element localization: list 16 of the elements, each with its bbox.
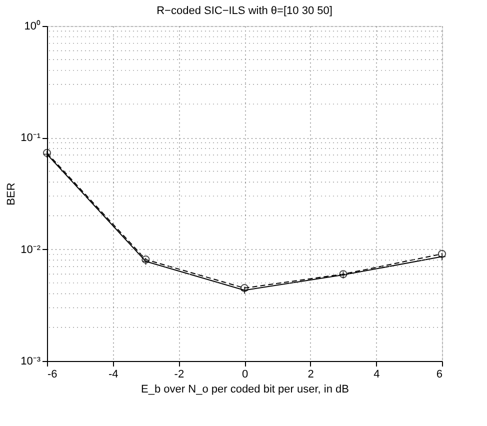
- x-tick-label: -2: [174, 368, 184, 380]
- y-tick-label: 10⁻²: [20, 244, 41, 256]
- x-tick-label: 6: [436, 368, 442, 380]
- y-tick-label: 10⁻³: [20, 356, 41, 368]
- x-tick-label: -6: [48, 368, 58, 380]
- x-tick-label: 0: [242, 368, 248, 380]
- x-tick-label: -4: [108, 368, 118, 380]
- x-tick-label: 2: [308, 368, 314, 380]
- y-tick-label: 10⁻¹: [20, 132, 41, 144]
- x-axis-title: E_b over N_o per coded bit per user, in dB: [141, 384, 349, 396]
- chart-title: R−coded SIC−ILS with θ=[10 30 50]: [156, 5, 332, 17]
- y-tick-label: 10⁰: [24, 20, 40, 32]
- point: [438, 250, 446, 258]
- x-tick-label: 4: [374, 368, 380, 380]
- point: [240, 284, 249, 292]
- y-axis-title: BER: [6, 182, 18, 206]
